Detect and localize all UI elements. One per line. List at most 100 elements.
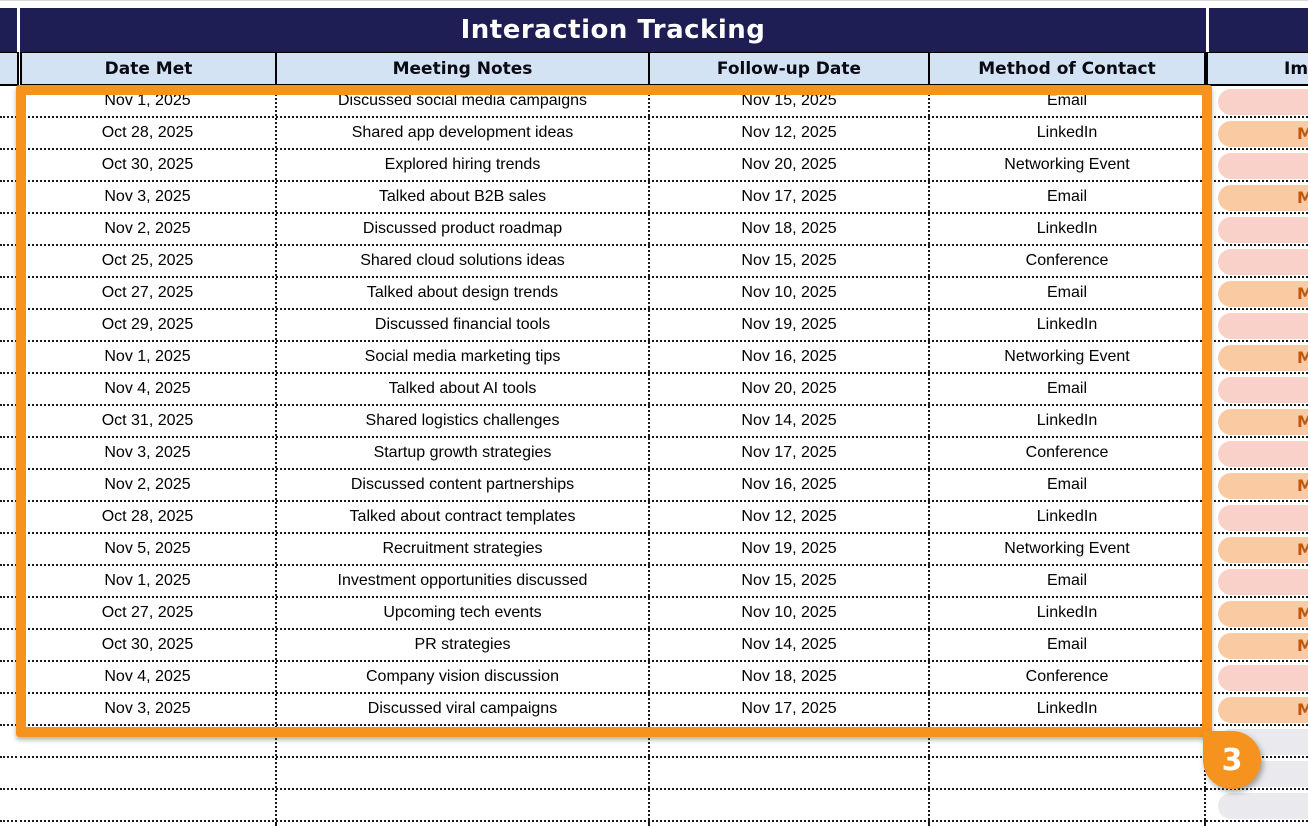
table-cell-followup_date[interactable]: Nov 14, 2025	[650, 630, 930, 660]
table-cell-followup_date[interactable]: Nov 16, 2025	[650, 470, 930, 500]
table-cell-followup_date[interactable]: Nov 15, 2025	[650, 86, 930, 116]
table-cell-date_met[interactable]: Nov 4, 2025	[20, 374, 277, 404]
importance-pill[interactable]	[1218, 249, 1308, 275]
adjacent-cell-partial[interactable]	[0, 246, 17, 278]
empty-cell[interactable]	[650, 790, 930, 820]
table-cell-date_met[interactable]: Oct 31, 2025	[20, 406, 277, 436]
importance-pill[interactable]: M	[1218, 601, 1308, 627]
adjacent-cell-partial[interactable]	[0, 502, 17, 534]
table-cell-followup_date[interactable]: Nov 20, 2025	[650, 150, 930, 180]
adjacent-cell-partial[interactable]	[0, 662, 17, 694]
table-cell-meeting_notes[interactable]: Discussed financial tools	[277, 310, 650, 340]
importance-pill[interactable]	[1218, 441, 1308, 467]
table-cell-date_met[interactable]: Nov 3, 2025	[20, 182, 277, 212]
importance-cell[interactable]: M	[1206, 470, 1308, 502]
empty-cell[interactable]	[277, 726, 650, 756]
importance-pill[interactable]: M	[1218, 697, 1308, 723]
table-cell-date_met[interactable]: Nov 3, 2025	[20, 694, 277, 724]
table-cell-meeting_notes[interactable]: Talked about contract templates	[277, 502, 650, 532]
importance-pill[interactable]: M	[1218, 121, 1308, 147]
importance-cell[interactable]	[1206, 662, 1308, 694]
empty-cell[interactable]	[930, 790, 1206, 820]
table-cell-date_met[interactable]: Oct 25, 2025	[20, 246, 277, 276]
adjacent-cell-partial[interactable]	[0, 118, 17, 150]
importance-cell[interactable]	[1206, 246, 1308, 278]
table-cell-date_met[interactable]: Nov 4, 2025	[20, 662, 277, 692]
table-cell-meeting_notes[interactable]: Discussed social media campaigns	[277, 86, 650, 116]
table-cell-meeting_notes[interactable]: Talked about B2B sales	[277, 182, 650, 212]
importance-pill[interactable]	[1218, 569, 1308, 595]
table-cell-followup_date[interactable]: Nov 14, 2025	[650, 406, 930, 436]
table-cell-meeting_notes[interactable]: Shared logistics challenges	[277, 406, 650, 436]
table-cell-meeting_notes[interactable]: Shared app development ideas	[277, 118, 650, 148]
table-cell-followup_date[interactable]: Nov 19, 2025	[650, 310, 930, 340]
table-cell-followup_date[interactable]: Nov 17, 2025	[650, 694, 930, 724]
table-cell-date_met[interactable]: Nov 5, 2025	[20, 534, 277, 564]
importance-pill[interactable]: M	[1218, 409, 1308, 435]
importance-cell[interactable]	[1206, 310, 1308, 342]
importance-cell[interactable]	[1206, 214, 1308, 246]
table-cell-followup_date[interactable]: Nov 10, 2025	[650, 598, 930, 628]
importance-cell[interactable]: M	[1206, 342, 1308, 374]
adjacent-cell-partial[interactable]	[0, 758, 17, 790]
adjacent-cell-partial[interactable]	[0, 598, 17, 630]
table-cell-meeting_notes[interactable]: Social media marketing tips	[277, 342, 650, 372]
importance-pill[interactable]	[1218, 793, 1308, 819]
table-cell-meeting_notes[interactable]: Discussed content partnerships	[277, 470, 650, 500]
table-cell-followup_date[interactable]: Nov 15, 2025	[650, 246, 930, 276]
table-cell-meeting_notes[interactable]: Company vision discussion	[277, 662, 650, 692]
adjacent-cell-partial[interactable]	[0, 182, 17, 214]
importance-pill[interactable]: M	[1218, 281, 1308, 307]
empty-cell[interactable]	[277, 790, 650, 820]
importance-pill[interactable]	[1218, 217, 1308, 243]
importance-cell[interactable]: M	[1206, 534, 1308, 566]
table-title-bar[interactable]: Interaction Tracking	[20, 8, 1206, 52]
adjacent-cell-partial[interactable]	[0, 566, 17, 598]
table-cell-followup_date[interactable]: Nov 17, 2025	[650, 182, 930, 212]
adjacent-cell-partial[interactable]	[0, 310, 17, 342]
adjacent-cell-partial[interactable]	[0, 790, 17, 822]
table-cell-meeting_notes[interactable]: Talked about AI tools	[277, 374, 650, 404]
table-cell-date_met[interactable]: Oct 27, 2025	[20, 598, 277, 628]
table-cell-date_met[interactable]: Oct 29, 2025	[20, 310, 277, 340]
table-cell-date_met[interactable]: Nov 2, 2025	[20, 214, 277, 244]
table-cell-date_met[interactable]: Nov 1, 2025	[20, 342, 277, 372]
table-cell-meeting_notes[interactable]: Discussed product roadmap	[277, 214, 650, 244]
importance-cell[interactable]	[1206, 790, 1308, 822]
adjacent-cell-partial[interactable]	[0, 694, 17, 726]
table-cell-meeting_notes[interactable]: Shared cloud solutions ideas	[277, 246, 650, 276]
adjacent-column-cells[interactable]	[0, 86, 17, 826]
empty-cell[interactable]	[20, 790, 277, 820]
adjacent-cell-partial[interactable]	[0, 150, 17, 182]
importance-cell[interactable]	[1206, 374, 1308, 406]
empty-cell[interactable]	[20, 758, 277, 788]
empty-cell[interactable]	[277, 758, 650, 788]
adjacent-cell-partial[interactable]	[0, 630, 17, 662]
table-cell-date_met[interactable]: Oct 28, 2025	[20, 502, 277, 532]
table-cell-meeting_notes[interactable]: PR strategies	[277, 630, 650, 660]
empty-cell[interactable]	[650, 822, 930, 826]
table-cell-date_met[interactable]: Nov 1, 2025	[20, 566, 277, 596]
importance-pill[interactable]: M	[1218, 537, 1308, 563]
table-cell-date_met[interactable]: Nov 2, 2025	[20, 470, 277, 500]
importance-cell[interactable]: M	[1206, 406, 1308, 438]
table-cell-meeting_notes[interactable]: Discussed viral campaigns	[277, 694, 650, 724]
table-cell-followup_date[interactable]: Nov 10, 2025	[650, 278, 930, 308]
table-cell-date_met[interactable]: Oct 30, 2025	[20, 150, 277, 180]
importance-pill[interactable]: M	[1218, 473, 1308, 499]
importance-pill[interactable]	[1218, 89, 1308, 115]
adjacent-cell-partial[interactable]	[0, 342, 17, 374]
importance-cell[interactable]	[1206, 822, 1308, 826]
adjacent-cell-partial[interactable]	[0, 438, 17, 470]
importance-pill[interactable]	[1218, 313, 1308, 339]
table-cell-meeting_notes[interactable]: Talked about design trends	[277, 278, 650, 308]
table-cell-meeting_notes[interactable]: Startup growth strategies	[277, 438, 650, 468]
table-cell-date_met[interactable]: Oct 30, 2025	[20, 630, 277, 660]
column-header-meeting_notes[interactable]: Meeting Notes	[277, 53, 650, 84]
table-cell-followup_date[interactable]: Nov 12, 2025	[650, 118, 930, 148]
importance-pill[interactable]: M	[1218, 633, 1308, 659]
importance-column-header-partial[interactable]: Im	[1206, 52, 1308, 86]
table-cell-followup_date[interactable]: Nov 18, 2025	[650, 214, 930, 244]
importance-cell[interactable]: M	[1206, 630, 1308, 662]
adjacent-header-cell-partial[interactable]	[0, 52, 19, 86]
